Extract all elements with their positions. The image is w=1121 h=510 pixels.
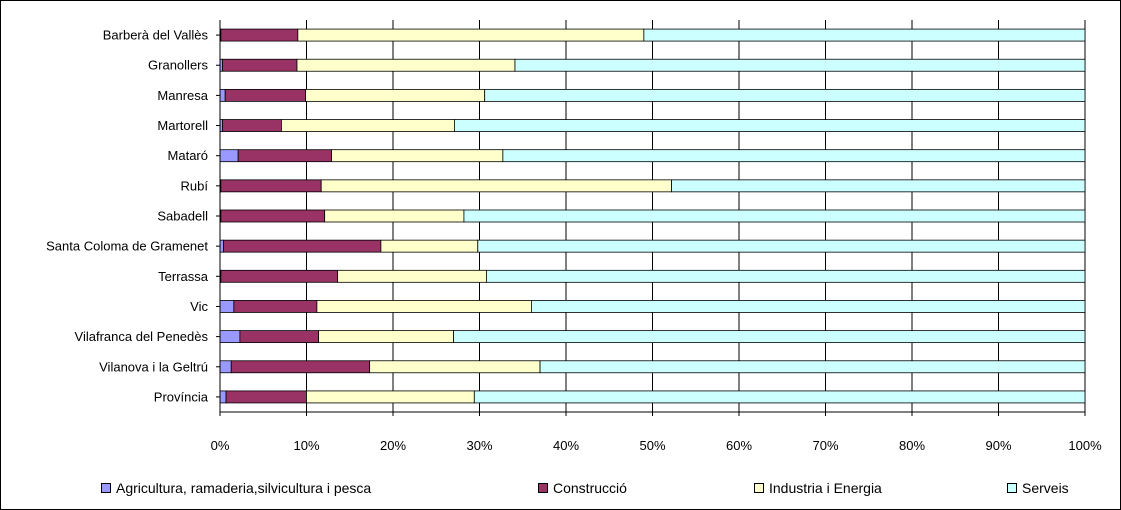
x-tick-label: 90%: [985, 438, 1011, 453]
bar-segment: [222, 58, 298, 72]
bar-segment: [220, 179, 322, 193]
legend-label: Agricultura, ramaderia,silvicultura i pe…: [116, 480, 372, 496]
bar-segment: [222, 119, 282, 132]
bar-segment: [219, 149, 239, 163]
bar-segment: [296, 58, 516, 72]
bar-segment: [306, 390, 475, 404]
bar-segment: [316, 300, 532, 313]
category-label: Manresa: [157, 88, 208, 103]
x-tick-labels: 0% 10% 20% 30% 40% 50% 60% 70% 80% 90% 100%: [211, 438, 1102, 453]
bar-segment: [318, 330, 454, 344]
bar-segment: [454, 119, 1086, 132]
bar-segment: [305, 88, 486, 102]
bars: [219, 28, 1086, 404]
bar-segment: [671, 179, 1086, 193]
bar-segment: [502, 149, 1086, 163]
bar-segment: [219, 330, 241, 344]
bar-segment: [224, 88, 307, 102]
bar-segment: [369, 360, 541, 374]
x-tick-label: 100%: [1068, 438, 1102, 453]
bar-segment: [219, 390, 227, 404]
bar-segment: [453, 330, 1086, 344]
x-tick-label: 30%: [466, 438, 492, 453]
bar-segment: [230, 360, 371, 374]
bar-segment: [219, 88, 226, 102]
x-tick-label: 50%: [639, 438, 665, 453]
bar-segment: [220, 28, 299, 42]
bar-segment: [225, 390, 307, 404]
legend: Agricultura, ramaderia,silvicultura i pe…: [0, 480, 1121, 504]
legend-swatch: [754, 483, 764, 493]
bar-segment: [320, 179, 672, 193]
x-tick-label: 70%: [812, 438, 838, 453]
legend-swatch: [538, 483, 548, 493]
x-tick-label: 0%: [211, 438, 230, 453]
bar-segment: [297, 28, 645, 42]
legend-item: Serveis: [1007, 480, 1069, 496]
category-label: Vilafranca del Penedès: [75, 329, 209, 344]
bar-segment: [463, 209, 1086, 223]
bar-segment: [473, 390, 1086, 404]
bar-segment: [539, 360, 1086, 374]
legend-label: Serveis: [1022, 480, 1069, 496]
bar-segment: [219, 360, 232, 374]
x-tick-label: 40%: [553, 438, 579, 453]
bar-segment: [237, 149, 332, 163]
legend-label: Industria i Energia: [769, 480, 882, 496]
bar-segment: [484, 88, 1086, 102]
bar-segment: [281, 119, 455, 132]
x-tick-label: 20%: [380, 438, 406, 453]
bar-segment: [220, 269, 339, 283]
x-tick-label: 60%: [726, 438, 752, 453]
bar-segment: [643, 28, 1086, 42]
bar-segment: [531, 300, 1086, 313]
bar-segment: [380, 239, 479, 253]
legend-item: Agricultura, ramaderia,silvicultura i pe…: [101, 480, 371, 496]
bar-segment: [337, 269, 487, 283]
bar-segment: [219, 300, 235, 313]
bar-segment: [220, 209, 326, 223]
legend-item: Construcció: [538, 480, 627, 496]
category-label: Martorell: [157, 118, 208, 133]
category-label: Vilanova i la Geltrú: [99, 359, 208, 374]
legend-swatch: [1007, 483, 1017, 493]
category-label: Rubí: [181, 178, 209, 193]
legend-swatch: [101, 483, 111, 493]
category-labels: Barberà del Vallès Granollers Manresa Marto…: [46, 28, 209, 405]
category-label: Terrassa: [158, 269, 209, 284]
stacked-bar-chart: Barberà del Vallès Granollers Manresa Marto…: [46, 20, 1102, 453]
category-label: Barberà del Vallès: [103, 28, 209, 43]
bar-segment: [331, 149, 504, 163]
category-label: Província: [154, 389, 209, 404]
bar-segment: [219, 239, 224, 253]
category-label: Sabadell: [157, 209, 208, 224]
x-tick-label: 80%: [899, 438, 925, 453]
category-label: Granollers: [148, 58, 208, 73]
bar-segment: [233, 300, 318, 313]
bar-segment: [239, 330, 320, 344]
category-label: Mataró: [168, 148, 208, 163]
x-tick-label: 10%: [293, 438, 319, 453]
bar-segment: [486, 269, 1086, 283]
legend-item: Industria i Energia: [754, 480, 882, 496]
legend-label: Construcció: [553, 480, 627, 496]
bar-segment: [514, 58, 1086, 72]
bar-segment: [223, 239, 382, 253]
category-label: Santa Coloma de Gramenet: [46, 239, 208, 254]
axes: [216, 20, 1086, 416]
bar-segment: [477, 239, 1086, 253]
bar-segment: [324, 209, 465, 223]
category-label: Vic: [190, 299, 208, 314]
